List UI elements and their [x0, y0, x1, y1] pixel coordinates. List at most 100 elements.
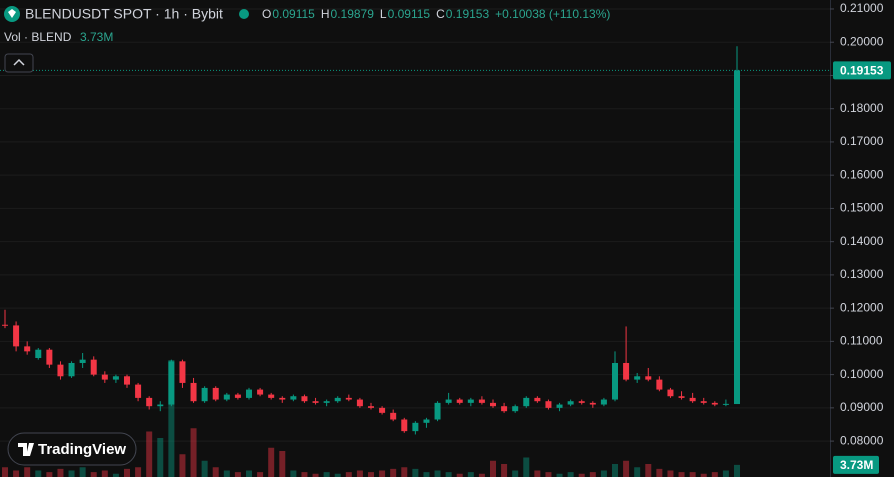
volume-bar — [600, 470, 607, 477]
volume-bar — [68, 470, 75, 477]
candle-body — [512, 406, 519, 412]
candle-body — [212, 387, 219, 400]
y-tick-label: 0.09000 — [840, 400, 884, 414]
candle-body — [667, 389, 674, 397]
candle-body — [356, 399, 363, 407]
candle-body — [534, 397, 541, 402]
candle-body — [401, 419, 408, 432]
y-tick-label: 0.10000 — [840, 367, 884, 381]
candle-body — [556, 404, 563, 408]
candle-body — [101, 374, 108, 380]
volume-badge — [833, 455, 879, 474]
header: BLENDUSDT SPOT · 1h · Bybit O 0.09115 H 0.1… — [4, 6, 610, 73]
volume-bar — [157, 438, 164, 477]
candle-body — [434, 402, 441, 420]
volume-bar — [101, 470, 108, 477]
candle-body — [423, 419, 430, 423]
y-tick-label: 0.15000 — [840, 201, 884, 215]
volume-value: 3.73M — [80, 30, 113, 44]
volume-bar — [667, 470, 674, 477]
ohlc-key: H — [321, 7, 330, 21]
ohlc-value: 0.19153 — [446, 7, 490, 21]
volume-bar — [401, 467, 408, 477]
volume-bar — [2, 467, 8, 477]
y-tick-label: 0.20000 — [840, 34, 884, 48]
volume-bar — [623, 460, 630, 477]
volume-bar — [478, 473, 485, 477]
volume-bar — [645, 464, 652, 477]
volume-bar — [368, 472, 374, 477]
candle-body — [656, 379, 663, 390]
volume-label: Vol · BLEND — [4, 30, 72, 44]
candle-body — [24, 346, 31, 352]
candle-body — [246, 389, 252, 398]
candle-body — [390, 412, 397, 420]
volume-bar — [356, 470, 363, 477]
ohlc-key: O — [262, 7, 271, 21]
candle-body — [279, 397, 286, 400]
candle-body — [478, 399, 485, 403]
volume-bar — [312, 473, 319, 477]
ohlc-value: 0.19879 — [331, 7, 375, 21]
volume-bar — [146, 431, 153, 477]
volume-bar — [445, 472, 452, 477]
volume-bar — [567, 472, 574, 477]
candle-body — [623, 362, 630, 380]
candle-body — [501, 406, 508, 412]
price-axis: 0.08000 0.09000 0.10000 0.11000 0.12000 0.130… — [830, 1, 891, 474]
collapse-icon — [13, 58, 25, 66]
volume-bar — [345, 472, 352, 477]
candle-body — [368, 406, 374, 408]
candle-body — [678, 396, 685, 398]
candle-body — [734, 70, 740, 405]
y-tick-label: 0.17000 — [840, 134, 884, 148]
volume-bar — [168, 360, 175, 477]
candle-body — [334, 397, 341, 402]
ohlc-key: L — [380, 7, 387, 21]
candle-body — [612, 362, 618, 400]
candle-body — [456, 399, 463, 403]
volume-bar — [656, 468, 663, 477]
candle-body — [467, 399, 474, 403]
candle-body — [545, 401, 552, 408]
candle-body — [268, 394, 275, 398]
volume-bar — [423, 472, 430, 477]
volume-bar — [390, 468, 397, 477]
volume-bar — [179, 454, 186, 477]
candle-body — [722, 403, 729, 405]
volume-bar — [456, 473, 463, 477]
volume-bar — [246, 470, 252, 477]
volume-bar — [323, 472, 330, 477]
candle-body — [57, 364, 64, 377]
y-tick-label: 0.14000 — [840, 234, 884, 248]
volume-bar — [124, 468, 130, 477]
volume-badge-label: 3.73M — [840, 458, 873, 472]
volume-bar — [700, 473, 707, 477]
candle-body — [645, 376, 652, 380]
candle-body — [157, 404, 164, 407]
chart-title: BLENDUSDT SPOT · 1h · Bybit — [25, 6, 223, 22]
ohlc-legend: O 0.09115 H 0.19879 L 0.09115 C 0.19153 +0.10038… — [262, 7, 610, 21]
volume-bar — [434, 470, 441, 477]
volume-bar — [135, 467, 142, 477]
volume-bar — [90, 472, 97, 477]
candle-body — [600, 399, 607, 405]
volume-bar — [512, 470, 519, 477]
volume-bar — [534, 470, 541, 477]
candle-body — [179, 361, 186, 383]
candle-body — [223, 394, 230, 400]
candle-body — [711, 402, 718, 405]
y-tick-label: 0.08000 — [840, 433, 884, 447]
y-tick-label: 0.18000 — [840, 101, 884, 115]
collapse-button[interactable] — [4, 53, 34, 73]
candle-body — [168, 361, 175, 405]
candle-body — [146, 397, 153, 407]
candle-body — [700, 401, 707, 403]
candle-body — [124, 376, 130, 385]
volume-bar — [212, 467, 219, 477]
volume-bar — [523, 457, 530, 477]
volume-bar — [501, 464, 508, 477]
status-dot — [239, 9, 249, 19]
volume-bar — [223, 470, 230, 477]
